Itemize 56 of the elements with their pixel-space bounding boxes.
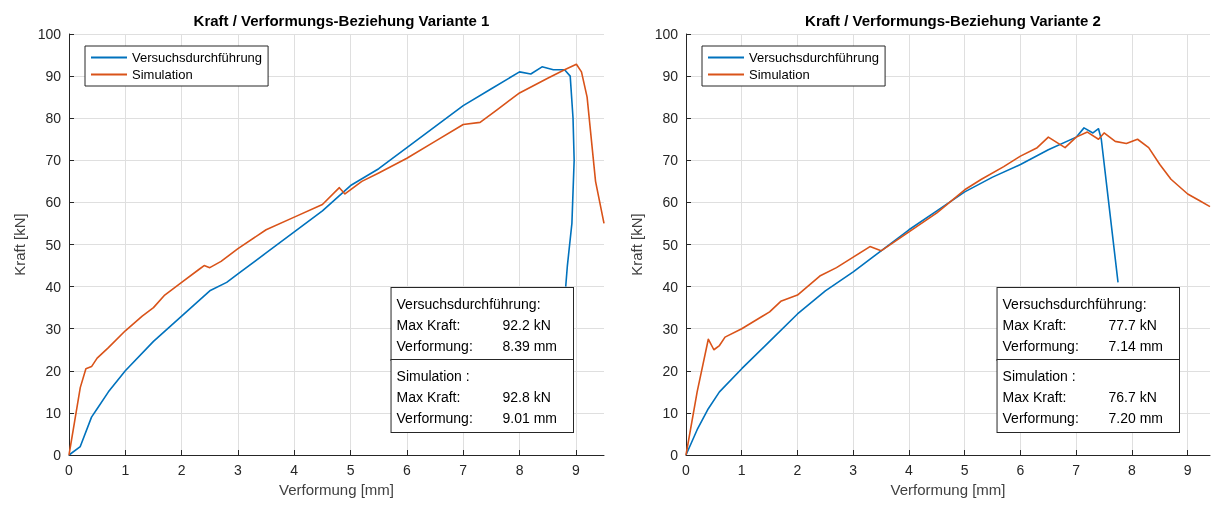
x-tick-label: 5: [346, 462, 355, 478]
legend-label: Versuchsdurchführung: [749, 50, 880, 65]
y-tick-label: 40: [662, 278, 679, 295]
legend-label: Simulation: [132, 67, 193, 82]
x-axis-title: Verformung [mm]: [890, 480, 1006, 498]
x-tick-label: 5: [960, 462, 969, 478]
x-tick-label: 3: [849, 462, 858, 478]
x-tick-label: 8: [515, 462, 524, 478]
x-tick-label: 4: [290, 462, 299, 478]
x-tick-label: 3: [234, 462, 243, 478]
x-tick-label: 6: [403, 462, 411, 478]
legend-label: Simulation: [749, 67, 810, 82]
y-axis-title: Kraft [kN]: [10, 213, 28, 276]
chart-title: Kraft / Verformungs-Beziehung Variante 1: [193, 12, 490, 29]
x-tick-label: 2: [177, 462, 186, 478]
text: Simulation : Max Kraft: 92.8 kN Verformung: 9.01 mm: [396, 367, 558, 426]
y-tick-label: 10: [662, 404, 679, 421]
y-tick-label: 10: [45, 404, 62, 421]
x-tick-label: 9: [571, 462, 580, 478]
legend-label: Versuchsdurchführung: [132, 50, 263, 65]
x-tick-label: 4: [905, 462, 914, 478]
y-tick-label: 80: [45, 110, 62, 127]
y-tick-label: 70: [662, 152, 679, 169]
text: Simulation : Max Kraft: 76.7 kN Verformung: 7.20 mm: [1002, 367, 1164, 426]
y-tick-label: 0: [670, 447, 679, 463]
y-tick-label: 90: [45, 68, 62, 85]
x-tick-label: 1: [121, 462, 130, 478]
y-tick-label: 0: [53, 447, 62, 463]
y-tick-label: 50: [662, 236, 679, 253]
y-tick-label: 60: [45, 194, 62, 211]
y-tick-label: 20: [45, 362, 62, 379]
text: Versuchsdurchführung: Max Kraft: 92.2 kN Verformung: 8.39 mm: [396, 295, 558, 354]
y-tick-label: 40: [45, 278, 62, 295]
y-tick-label: 20: [662, 362, 679, 379]
x-tick-label: 1: [737, 462, 746, 478]
x-tick-label: 8: [1128, 462, 1137, 478]
text: Versuchsdurchführung: Max Kraft: 77.7 kN Verformung: 7.14 mm: [1002, 295, 1164, 354]
chart-title: Kraft / Verformungs-Beziehung Variante 2: [805, 12, 1101, 29]
x-tick-label: 7: [459, 462, 468, 478]
y-tick-label: 80: [662, 110, 679, 127]
x-tick-label: 9: [1183, 462, 1192, 478]
x-axis-title: Verformung [mm]: [278, 480, 395, 498]
y-tick-label: 30: [45, 320, 62, 337]
x-tick-label: 7: [1072, 462, 1081, 478]
y-tick-label: 100: [37, 26, 62, 42]
y-tick-label: 90: [662, 68, 679, 85]
y-axis-title: Kraft [kN]: [627, 213, 645, 276]
x-tick-label: 2: [793, 462, 802, 478]
y-tick-label: 100: [654, 26, 679, 42]
y-tick-label: 60: [662, 194, 679, 211]
y-tick-label: 30: [662, 320, 679, 337]
x-tick-label: 0: [682, 462, 691, 478]
x-tick-label: 6: [1016, 462, 1025, 478]
x-tick-label: 0: [65, 462, 74, 478]
y-tick-label: 50: [45, 236, 62, 253]
y-tick-label: 70: [45, 152, 62, 169]
